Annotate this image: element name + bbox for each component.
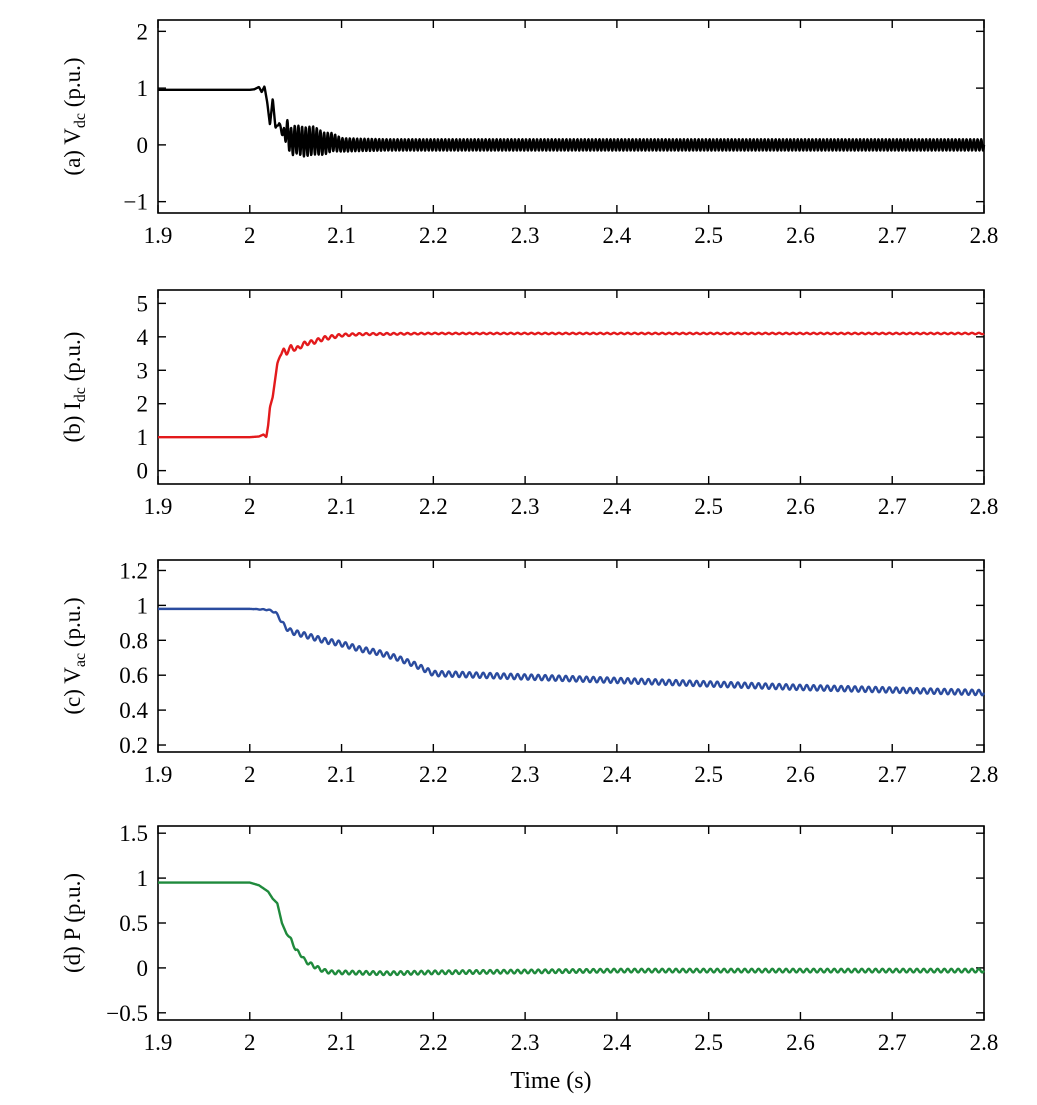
x-tick-label: 2.2 — [419, 223, 448, 248]
x-tick-label: 2 — [244, 762, 256, 787]
x-tick-label: 2.5 — [694, 494, 723, 519]
x-tick-label: 2 — [244, 223, 256, 248]
y-tick-label: −0.5 — [106, 1001, 148, 1026]
panels: 1.9 2 2.1 2.2 2.3 2.4 2.5 2.6 2.7 2.8 −1 0 1 2 (a) Vdc… — [60, 19, 998, 1055]
x-tick-label: 2.2 — [419, 1030, 448, 1055]
series-line-d — [157, 881, 986, 977]
x-tick-label: 2.6 — [786, 223, 815, 248]
y-tick-label: 0.2 — [119, 733, 148, 758]
y-tick-label: 3 — [137, 358, 149, 383]
y-tick-label: 0.6 — [119, 663, 148, 688]
y-tick-label: 0.8 — [119, 628, 148, 653]
y-tick-label: 2 — [137, 19, 149, 44]
axes-box — [157, 289, 985, 485]
series-line-a — [157, 85, 986, 158]
y-tick-label: 2 — [137, 392, 149, 417]
y-tick-label: 1.2 — [119, 558, 148, 583]
panel-d: 1.9 2 2.1 2.2 2.3 2.4 2.5 2.6 2.7 2.8 −0.5 0 0.5 1 1.5… — [60, 821, 998, 1055]
y-axis-label: (a) Vdc (p.u.) — [60, 57, 89, 175]
series-line-c — [157, 607, 986, 697]
x-tick-label: 2.3 — [511, 494, 540, 519]
x-tick-label: 2.3 — [511, 223, 540, 248]
y-tick-label: 1 — [137, 425, 149, 450]
axes-box — [157, 559, 985, 753]
y-tick-label: 4 — [137, 325, 149, 350]
y-tick-label: 1.5 — [119, 821, 148, 846]
x-tick-label: 2.7 — [878, 1030, 907, 1055]
x-tick-label: 2.1 — [327, 1030, 356, 1055]
x-tick-label: 1.9 — [144, 223, 173, 248]
x-tick-label: 2.8 — [970, 223, 999, 248]
x-tick-label: 1.9 — [144, 762, 173, 787]
y-axis-label: (b) Idc (p.u.) — [60, 332, 89, 443]
y-tick-label: 0 — [137, 956, 149, 981]
x-tick-label: 2.4 — [603, 494, 632, 519]
x-tick-label: 2.3 — [511, 1030, 540, 1055]
series-line-b — [157, 331, 985, 439]
x-tick-label: 2.7 — [878, 762, 907, 787]
panel-a: 1.9 2 2.1 2.2 2.3 2.4 2.5 2.6 2.7 2.8 −1 0 1 2 (a) Vdc… — [60, 19, 998, 248]
x-tick-label: 2.6 — [786, 494, 815, 519]
y-tick-label: 5 — [137, 291, 149, 316]
y-tick-label: 0.5 — [119, 911, 148, 936]
y-axis-label: (d) P (p.u.) — [60, 873, 85, 973]
x-tick-label: 2.4 — [603, 223, 632, 248]
x-tick-label: 2.7 — [878, 223, 907, 248]
x-tick-label: 2.4 — [603, 762, 632, 787]
x-tick-label: 2.1 — [327, 762, 356, 787]
x-tick-label: 2.4 — [603, 1030, 632, 1055]
panel-b: 1.9 2 2.1 2.2 2.3 2.4 2.5 2.6 2.7 2.8 0 1 2 3 4 5 (b) Id… — [60, 289, 999, 519]
x-tick-label: 2.5 — [694, 762, 723, 787]
x-tick-label: 2.8 — [970, 494, 999, 519]
x-tick-label: 2.2 — [419, 762, 448, 787]
x-axis-label: Time (s) — [510, 1068, 591, 1094]
x-tick-label: 2.5 — [694, 1030, 723, 1055]
panel-c: 1.9 2 2.1 2.2 2.3 2.4 2.5 2.6 2.7 2.8 0.2 0.4 0.6 0.8… — [60, 558, 998, 787]
x-tick-label: 1.9 — [144, 1030, 173, 1055]
y-axis-label: (c) Vac (p.u.) — [60, 597, 89, 714]
x-tick-label: 2.6 — [786, 1030, 815, 1055]
y-tick-label: 0 — [137, 133, 149, 158]
y-tick-label: 1 — [137, 593, 149, 618]
y-tick-label: 1 — [137, 866, 149, 891]
x-tick-label: 2 — [244, 494, 256, 519]
x-tick-label: 2.8 — [970, 1030, 999, 1055]
x-tick-label: 2.7 — [878, 494, 907, 519]
y-tick-label: 1 — [137, 76, 149, 101]
x-tick-label: 2.1 — [327, 494, 356, 519]
x-tick-label: 2.8 — [970, 762, 999, 787]
x-tick-label: 2.2 — [419, 494, 448, 519]
y-tick-label: −1 — [124, 190, 148, 215]
x-tick-label: 2.1 — [327, 223, 356, 248]
x-tick-label: 2.5 — [694, 223, 723, 248]
axes-box — [157, 19, 985, 214]
x-tick-label: 1.9 — [144, 494, 173, 519]
x-tick-label: 2.6 — [786, 762, 815, 787]
x-tick-label: 2.3 — [511, 762, 540, 787]
x-tick-label: 2 — [244, 1030, 256, 1055]
y-tick-label: 0 — [137, 459, 149, 484]
y-tick-label: 0.4 — [119, 698, 148, 723]
